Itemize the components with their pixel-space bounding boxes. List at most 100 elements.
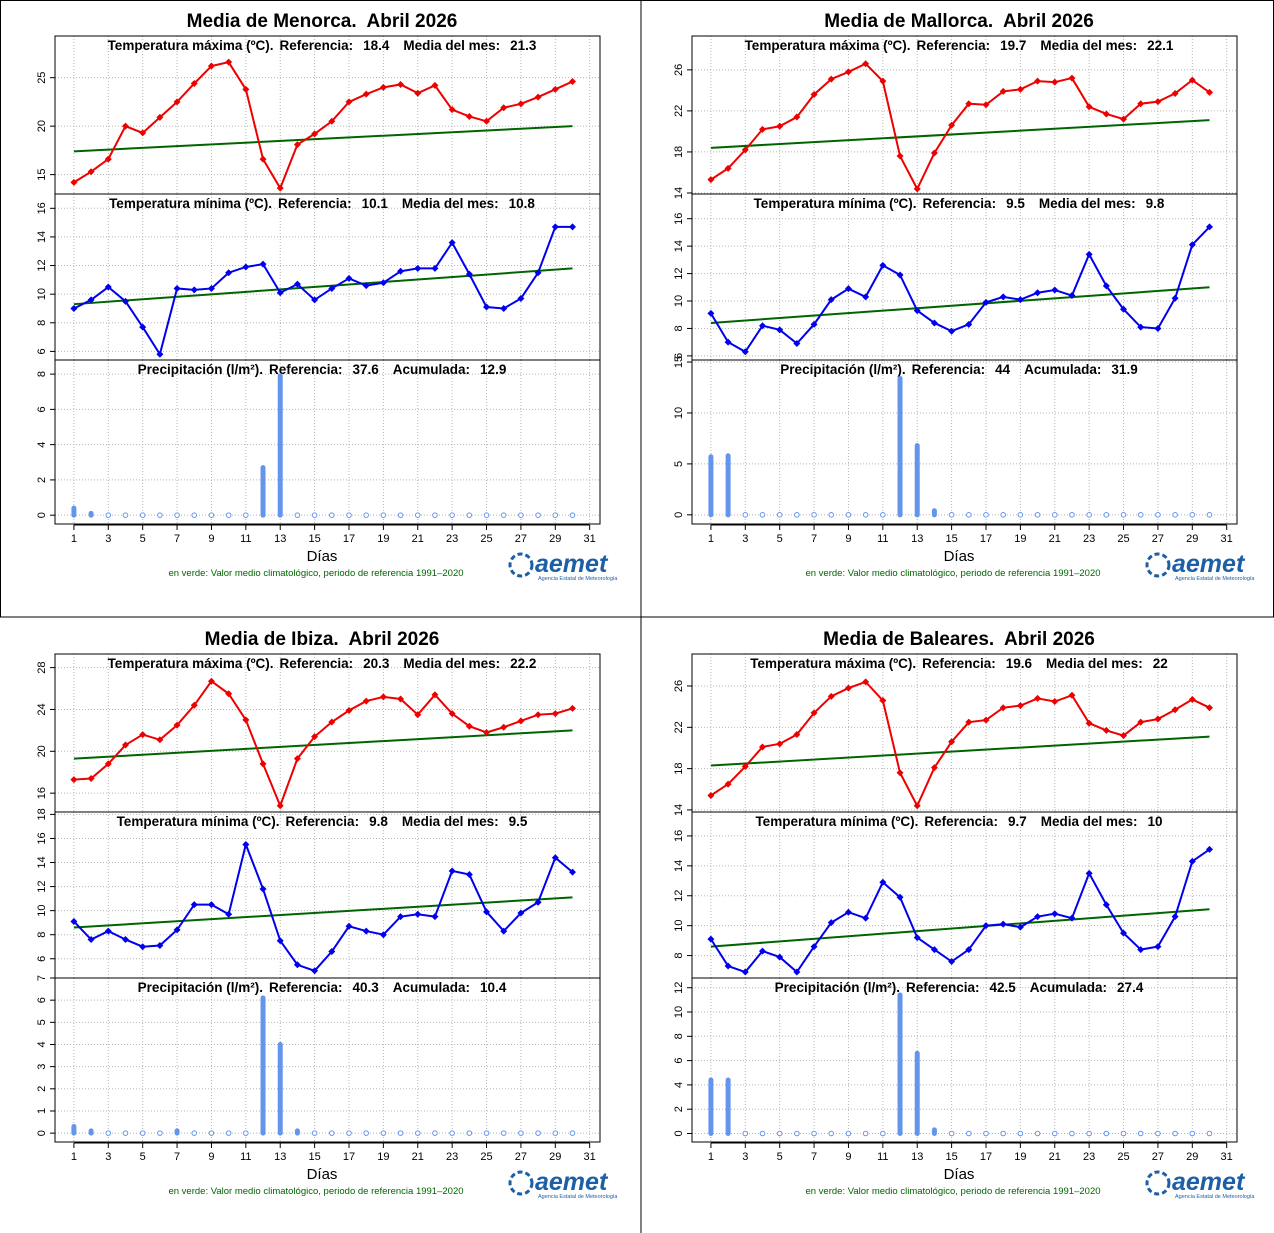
y-tick-label: 3 — [36, 1064, 48, 1070]
subtitle-mean: 21.3 — [510, 38, 537, 53]
data-point — [844, 68, 852, 76]
bar — [811, 512, 817, 518]
data-point — [431, 913, 439, 921]
data-point — [242, 263, 250, 271]
y-tick-label: 6 — [36, 956, 48, 962]
x-tick-label: 5 — [140, 533, 146, 545]
data-point — [379, 279, 387, 287]
data-point — [121, 297, 129, 305]
bar — [260, 995, 266, 1136]
y-tick-label: 0 — [673, 512, 685, 518]
data-point — [1120, 305, 1128, 313]
bar — [466, 1130, 473, 1136]
data-point — [551, 854, 559, 862]
subplot: 6 8 10 12 14 16 Temperatura mínima (ºC). Refere… — [673, 193, 1238, 361]
subplot-title: Temperatura mínima (ºC). Referencia: 10.1 M… — [109, 196, 535, 211]
bar — [1017, 512, 1024, 518]
x-tick-label: 25 — [1117, 1151, 1129, 1163]
bar — [294, 1128, 300, 1136]
bar — [191, 512, 198, 518]
bar — [725, 453, 731, 518]
data-point — [1205, 704, 1213, 712]
data-point — [465, 722, 473, 730]
data-point — [431, 691, 439, 699]
data-point — [707, 935, 715, 943]
data-point — [741, 348, 749, 356]
data-point — [483, 117, 491, 125]
x-tick-label: 11 — [877, 1151, 888, 1163]
x-tick-label: 13 — [911, 1151, 923, 1163]
data-point — [259, 155, 267, 163]
x-tick-label: 1 — [708, 1151, 714, 1163]
data-point — [483, 908, 491, 916]
y-tick-label: 6 — [36, 406, 48, 412]
x-tick-label: 17 — [980, 533, 992, 545]
bar — [1000, 1130, 1006, 1137]
data-point — [1068, 74, 1076, 82]
y-tick-label: 26 — [673, 680, 685, 692]
bar — [1206, 512, 1213, 518]
bar — [897, 375, 903, 518]
data-point — [190, 701, 198, 709]
bar — [1051, 1130, 1058, 1137]
y-tick-label: 10 — [673, 407, 685, 419]
y-tick-label: 10 — [36, 288, 48, 300]
data-point — [139, 129, 147, 137]
subtitle-mean: 22 — [1153, 656, 1168, 671]
subtitle-label: Precipitación (l/m²). — [138, 980, 263, 995]
bar — [346, 1130, 352, 1136]
x-axis-title: Días — [944, 548, 975, 565]
subtitle-ref-label: Referencia: — [917, 38, 991, 53]
plot-frame — [54, 359, 601, 525]
x-tick-label: 25 — [480, 533, 492, 545]
bar — [983, 1130, 989, 1137]
data-point — [1154, 943, 1162, 951]
data-point — [982, 101, 990, 109]
data-point — [225, 269, 233, 277]
data-point — [345, 922, 353, 930]
y-tick-label: 22 — [673, 105, 685, 117]
y-tick-label: 2 — [36, 477, 48, 483]
bar — [157, 1130, 163, 1136]
x-axis-title: Días — [944, 1166, 975, 1183]
y-tick-label: 16 — [36, 787, 48, 799]
data-point — [1120, 732, 1128, 740]
x-tick-label: 11 — [240, 533, 251, 545]
data-point — [1051, 286, 1059, 294]
data-point — [948, 327, 956, 335]
plot-frame — [54, 977, 601, 1143]
subplot: 6 8 10 12 14 16 Temperatura mínima (ºC). Refere… — [36, 193, 601, 361]
x-tick-label: 27 — [515, 1151, 527, 1163]
data-point — [913, 934, 921, 942]
subtitle-mean-label: Media del mes: — [1040, 38, 1137, 53]
y-tick-label: 8 — [36, 932, 48, 938]
data-point — [827, 919, 835, 927]
data-point — [328, 117, 336, 125]
data-point — [862, 678, 870, 686]
x-tick-label: 23 — [1083, 533, 1095, 545]
subtitle-label: Precipitación (l/m²). — [775, 980, 900, 995]
y-tick-label: 22 — [673, 721, 685, 733]
data-point — [1171, 294, 1179, 302]
data-point — [362, 927, 370, 935]
data-point — [999, 704, 1007, 712]
data-point — [500, 723, 508, 731]
data-point — [379, 83, 387, 91]
subtitle-ref-label: Referencia: — [280, 38, 354, 53]
bar — [1051, 512, 1058, 518]
data-point — [70, 178, 78, 186]
data-point — [500, 104, 508, 112]
x-tick-label: 29 — [1186, 533, 1198, 545]
bar — [725, 1077, 731, 1136]
subtitle-ref: 10.1 — [362, 196, 389, 211]
data-point — [414, 711, 422, 719]
subtitle-ref: 42.5 — [990, 980, 1017, 995]
data-point — [414, 264, 422, 272]
bar — [105, 512, 112, 518]
data-point — [448, 710, 456, 718]
subtitle-ref-label: Referencia: — [269, 980, 343, 995]
y-tick-label: 0 — [36, 1130, 48, 1136]
data-point — [1137, 946, 1145, 954]
data-point — [534, 898, 542, 906]
